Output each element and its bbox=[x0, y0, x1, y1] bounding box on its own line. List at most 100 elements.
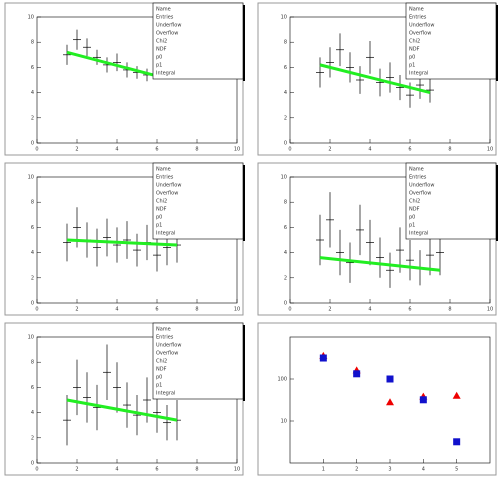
y-tick-label: 6 bbox=[284, 225, 287, 231]
x-tick-label: 4 bbox=[368, 307, 371, 313]
x-tick-label: 8 bbox=[195, 467, 198, 473]
stats-label: Chi2 bbox=[409, 199, 420, 205]
marker-square bbox=[419, 396, 427, 404]
stats-label: p0 bbox=[156, 215, 162, 221]
x-tick-label: 2 bbox=[75, 467, 78, 473]
x-tick-label: 8 bbox=[448, 307, 451, 313]
stats-shadow bbox=[243, 165, 245, 241]
x-tick-label: 8 bbox=[195, 307, 198, 313]
fit-line bbox=[66, 398, 178, 422]
x-tick-label: 0 bbox=[35, 467, 38, 473]
stats-shadow bbox=[243, 325, 245, 401]
stats-label: NDF bbox=[156, 207, 167, 213]
stats-label: Integral bbox=[409, 71, 428, 77]
stats-label: p1 bbox=[409, 63, 415, 69]
stats-box bbox=[152, 322, 244, 400]
stats-label: Integral bbox=[409, 231, 428, 237]
x-tick-label: 6 bbox=[155, 307, 158, 313]
x-tick-label: 6 bbox=[155, 147, 158, 153]
y-tick-label: 0 bbox=[284, 141, 287, 147]
stats-label: NDF bbox=[156, 367, 167, 373]
x-tick-label: 10 bbox=[487, 147, 493, 153]
x-tick-label: 0 bbox=[35, 307, 38, 313]
fit-line bbox=[66, 238, 178, 247]
stats-label: Underflow bbox=[156, 23, 181, 29]
stats-label: p1 bbox=[156, 63, 162, 69]
stats-label: Underflow bbox=[409, 23, 434, 29]
y-tick-label: 10 bbox=[281, 175, 287, 181]
y-tick-label: 0 bbox=[31, 461, 34, 467]
x-tick-label: 3 bbox=[388, 467, 391, 473]
marker-square bbox=[453, 438, 461, 446]
stats-label: p0 bbox=[409, 55, 415, 61]
x-tick-label: 8 bbox=[448, 147, 451, 153]
stats-label: Underflow bbox=[409, 183, 434, 189]
fit-line bbox=[66, 50, 154, 77]
stats-label: Name bbox=[409, 7, 424, 13]
y-tick-label: 4 bbox=[31, 250, 34, 256]
y-tick-label: 8 bbox=[31, 40, 34, 46]
y-tick-label: 10 bbox=[281, 419, 287, 425]
y-tick-label: 8 bbox=[284, 200, 287, 206]
y-tick-label: 10 bbox=[28, 335, 34, 341]
stats-label: p1 bbox=[409, 223, 415, 229]
stats-label: Chi2 bbox=[156, 39, 167, 45]
stats-label: Underflow bbox=[156, 183, 181, 189]
stats-label: NDF bbox=[409, 47, 420, 53]
y-tick-label: 6 bbox=[31, 65, 34, 71]
y-tick-label: 0 bbox=[31, 141, 34, 147]
stats-label: p1 bbox=[156, 383, 162, 389]
x-tick-label: 4 bbox=[422, 467, 425, 473]
x-tick-label: 6 bbox=[408, 147, 411, 153]
stats-shadow bbox=[496, 165, 498, 241]
x-tick-label: 4 bbox=[115, 467, 118, 473]
x-tick-label: 4 bbox=[115, 147, 118, 153]
y-tick-label: 4 bbox=[31, 410, 34, 416]
y-tick-label: 8 bbox=[31, 200, 34, 206]
y-tick-label: 10 bbox=[28, 175, 34, 181]
stats-label: Entries bbox=[156, 175, 174, 181]
stats-label: Entries bbox=[156, 15, 174, 21]
x-tick-label: 10 bbox=[234, 147, 240, 153]
fit-line bbox=[319, 256, 441, 272]
x-tick-label: 4 bbox=[115, 307, 118, 313]
stats-label: Entries bbox=[156, 335, 174, 341]
stats-shadow bbox=[243, 5, 245, 81]
x-tick-label: 2 bbox=[355, 467, 358, 473]
x-tick-label: 0 bbox=[288, 147, 291, 153]
stats-label: Entries bbox=[409, 175, 427, 181]
stats-label: Name bbox=[156, 327, 171, 333]
x-tick-label: 0 bbox=[288, 307, 291, 313]
stats-box bbox=[152, 2, 244, 80]
y-tick-label: 4 bbox=[31, 90, 34, 96]
y-tick-label: 2 bbox=[284, 275, 287, 281]
stats-shadow bbox=[496, 5, 498, 81]
marker-square bbox=[319, 354, 327, 362]
stats-label: NDF bbox=[156, 47, 167, 53]
x-tick-label: 10 bbox=[234, 467, 240, 473]
stats-label: p0 bbox=[156, 375, 162, 381]
stats-label: Integral bbox=[156, 71, 175, 77]
x-tick-label: 0 bbox=[35, 147, 38, 153]
fit-line bbox=[319, 63, 431, 95]
stats-label: Overflow bbox=[156, 31, 178, 37]
stats-label: p0 bbox=[156, 55, 162, 61]
y-tick-label: 4 bbox=[284, 90, 287, 96]
x-tick-label: 1 bbox=[322, 467, 325, 473]
y-tick-label: 8 bbox=[284, 40, 287, 46]
stats-label: Name bbox=[156, 7, 171, 13]
stats-label: Name bbox=[409, 167, 424, 173]
stats-label: Underflow bbox=[156, 343, 181, 349]
x-tick-label: 2 bbox=[328, 147, 331, 153]
stats-label: Overflow bbox=[409, 191, 431, 197]
y-tick-label: 2 bbox=[31, 115, 34, 121]
x-tick-label: 5 bbox=[455, 467, 458, 473]
y-tick-label: 10 bbox=[281, 15, 287, 21]
stats-label: p0 bbox=[409, 215, 415, 221]
y-tick-label: 0 bbox=[31, 301, 34, 307]
x-tick-label: 2 bbox=[75, 307, 78, 313]
marker-triangle bbox=[386, 398, 394, 406]
y-tick-label: 4 bbox=[284, 250, 287, 256]
stats-label: Chi2 bbox=[156, 359, 167, 365]
